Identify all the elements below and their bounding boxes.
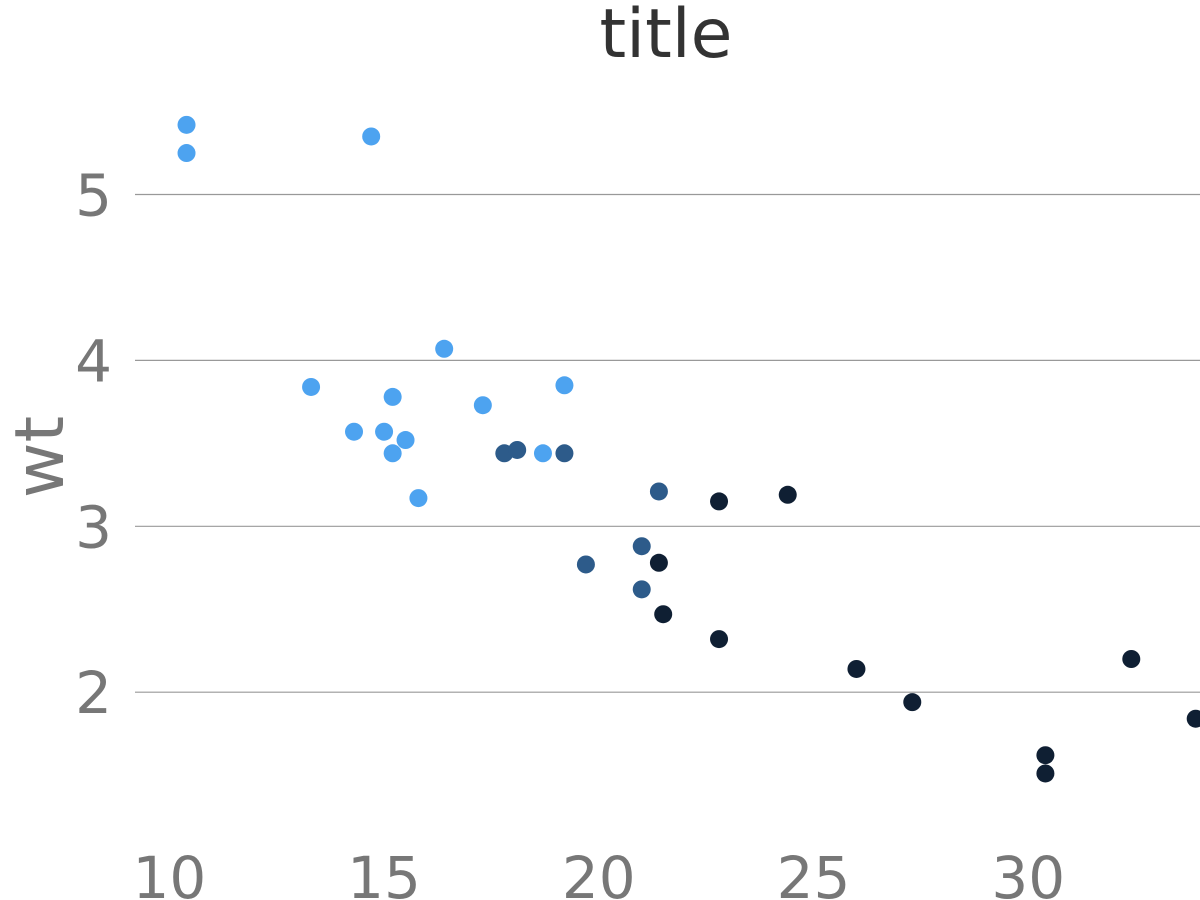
data-point [533, 444, 552, 463]
y-tick-label: 4 [75, 327, 112, 395]
chart-title: title [600, 0, 733, 74]
tick-layer: 2 3 4 5 10 15 20 25 30 [75, 162, 1065, 900]
data-point [473, 396, 492, 415]
x-tick-label: 10 [132, 844, 206, 900]
data-point [649, 482, 668, 501]
data-point [383, 444, 402, 463]
y-axis-label: wt [1, 416, 80, 498]
data-point [778, 485, 797, 504]
data-point [177, 115, 196, 134]
data-point [555, 444, 574, 463]
data-point [177, 144, 196, 163]
data-point [396, 431, 415, 450]
data-point [508, 440, 527, 459]
x-tick-label: 30 [991, 844, 1065, 900]
data-point [1036, 746, 1055, 765]
data-point [383, 387, 402, 406]
x-tick-label: 20 [562, 844, 636, 900]
data-point [1122, 650, 1141, 668]
data-point [409, 489, 428, 508]
data-point [1186, 709, 1200, 728]
x-tick-label: 25 [777, 844, 851, 900]
data-point [362, 127, 381, 146]
data-point [903, 693, 922, 712]
data-point [710, 492, 729, 511]
data-point [632, 537, 651, 556]
data-point [345, 422, 364, 441]
data-point [1036, 764, 1055, 783]
data-point [435, 339, 454, 358]
data-point [847, 659, 866, 678]
data-point [576, 555, 595, 574]
y-tick-label: 3 [75, 493, 112, 561]
data-point [302, 377, 321, 396]
x-tick-label: 15 [347, 844, 421, 900]
grid-layer [135, 193, 1200, 693]
y-tick-label: 2 [75, 659, 112, 727]
data-point [649, 553, 668, 572]
data-point [710, 630, 729, 649]
y-tick-label: 5 [75, 162, 112, 230]
data-point [375, 422, 394, 441]
point-layer [177, 115, 1200, 783]
data-point [555, 376, 574, 395]
data-point [632, 580, 651, 599]
data-point [654, 605, 673, 624]
